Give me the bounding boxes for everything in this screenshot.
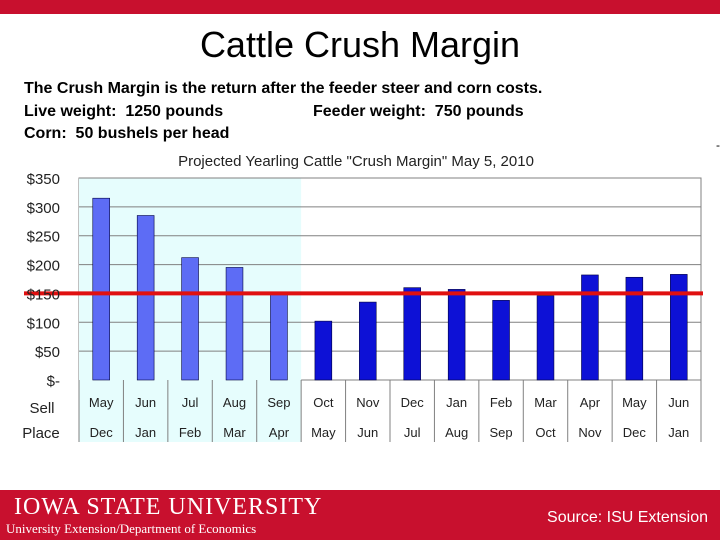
y-tick-label: $300 xyxy=(27,200,60,217)
sell-month-label: May xyxy=(622,395,647,410)
bar-11 xyxy=(536,295,555,381)
sell-month-label: Aug xyxy=(223,395,246,410)
y-tick-label: $100 xyxy=(27,315,60,332)
bar-5 xyxy=(270,293,288,381)
x-category-table: May Jun Jul Aug Sep Oct Nov Dec Jan Feb Mar Apr May J… xyxy=(22,380,702,442)
y-tick-label: $200 xyxy=(27,258,60,275)
slide-title: Cattle Crush Margin xyxy=(199,24,521,65)
edge-mark: - xyxy=(716,138,720,152)
place-row-label: Place xyxy=(22,425,60,442)
bar-3 xyxy=(181,257,199,381)
bar-13 xyxy=(625,276,644,381)
source-text: Source: ISU Extension xyxy=(547,509,708,526)
y-tick-label: $50 xyxy=(35,344,60,361)
bar-4 xyxy=(225,267,244,381)
sell-month-label: May xyxy=(89,395,114,410)
university-logo-text: IOWA STATE UNIVERSITY xyxy=(14,494,323,520)
bar-6 xyxy=(314,320,333,381)
y-tick-label: $150 xyxy=(27,286,60,303)
bar-1 xyxy=(92,197,110,381)
bar-8 xyxy=(403,287,421,381)
chart-title: Projected Yearling Cattle "Crush Margin"… xyxy=(178,153,534,170)
top-stripe xyxy=(0,0,720,14)
corn-text: Corn: 50 bushels per head xyxy=(24,125,230,142)
y-tick-label: $- xyxy=(47,373,60,390)
feeder-weight-text: Feeder weight: 750 pounds xyxy=(313,103,524,120)
place-month-label: May xyxy=(311,425,336,440)
place-month-label: Jul xyxy=(404,425,421,440)
bar-7 xyxy=(359,301,377,381)
place-month-label: Feb xyxy=(179,425,201,440)
sell-row-label: Sell xyxy=(29,400,54,417)
bar-10 xyxy=(492,300,510,381)
place-month-label: Dec xyxy=(623,425,647,440)
place-month-label: Apr xyxy=(269,425,290,440)
sell-month-label: Dec xyxy=(401,395,425,410)
y-tick-label: $350 xyxy=(27,171,60,188)
place-month-label: Dec xyxy=(90,425,114,440)
sell-month-label: Feb xyxy=(490,395,512,410)
sell-month-label: Oct xyxy=(313,395,334,410)
sell-month-label: Jun xyxy=(135,395,156,410)
bar-9 xyxy=(447,289,466,381)
place-month-label: Jan xyxy=(668,425,689,440)
sell-month-label: Apr xyxy=(580,395,601,410)
bar-14 xyxy=(670,274,688,381)
crush-margin-chart: $- $50 $100 $150 $200 $250 $300 $350 May Jun Jul A… xyxy=(22,153,703,442)
sell-month-label: Jun xyxy=(668,395,689,410)
y-tick-label: $250 xyxy=(27,229,60,246)
sell-month-label: Nov xyxy=(356,395,380,410)
sell-month-label: Mar xyxy=(534,395,557,410)
footer-bar xyxy=(0,490,720,540)
description-line-1: The Crush Margin is the return after the… xyxy=(24,80,543,97)
bar-2 xyxy=(136,215,155,381)
sell-month-label: Sep xyxy=(267,395,290,410)
sell-month-label: Jul xyxy=(182,395,199,410)
sell-month-label: Jan xyxy=(446,395,467,410)
bars xyxy=(92,197,688,381)
live-weight-text: Live weight: 1250 pounds xyxy=(24,103,224,120)
place-month-label: Oct xyxy=(535,425,556,440)
place-month-label: Mar xyxy=(223,425,246,440)
y-axis-labels: $- $50 $100 $150 $200 $250 $300 $350 xyxy=(27,171,60,390)
place-month-label: Jan xyxy=(135,425,156,440)
place-month-label: Nov xyxy=(578,425,602,440)
place-month-label: Sep xyxy=(490,425,513,440)
place-month-label: Jun xyxy=(357,425,378,440)
bar-12 xyxy=(581,274,599,381)
department-text: University Extension/Department of Econo… xyxy=(6,521,257,536)
place-month-label: Aug xyxy=(445,425,468,440)
